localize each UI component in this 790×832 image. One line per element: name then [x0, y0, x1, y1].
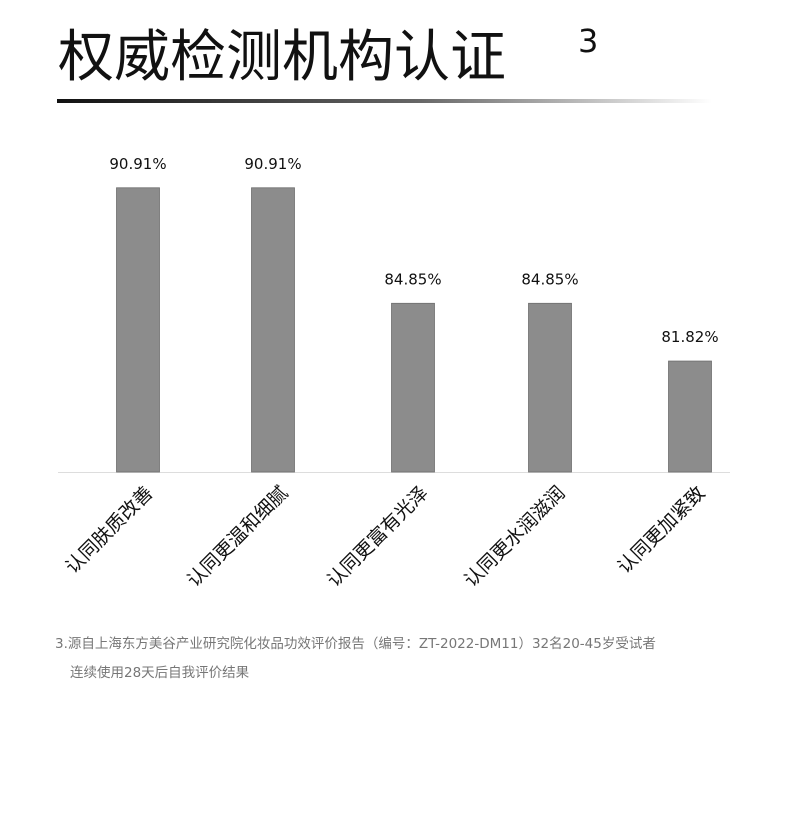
- title: 权威检测机构认证: [58, 25, 506, 90]
- value-label: 90.91%: [109, 155, 166, 173]
- category-label: 认同更温和细腻: [183, 482, 293, 592]
- title-note: 3: [578, 22, 598, 60]
- value-label: 84.85%: [521, 270, 578, 288]
- category-label: 认同肤质改善: [61, 482, 157, 578]
- value-label: 90.91%: [244, 155, 301, 173]
- footnote: 连续使用28天后自我评价结果: [70, 664, 250, 681]
- footnote: 3.源自上海东方美谷产业研究院化妆品功效评价报告（编号：ZT-2022-DM11…: [55, 636, 656, 652]
- category-label: 认同更富有光泽: [323, 482, 433, 592]
- value-label: 81.82%: [661, 328, 718, 346]
- title-underline: [57, 99, 712, 103]
- value-label: 84.85%: [384, 270, 441, 288]
- category-label: 认同更加紧致: [613, 482, 709, 578]
- bar: [528, 302, 572, 473]
- bar: [116, 187, 160, 473]
- bar: [668, 360, 712, 473]
- bar: [251, 187, 295, 473]
- bar: [391, 302, 435, 473]
- category-label: 认同更水润滋润: [460, 482, 570, 592]
